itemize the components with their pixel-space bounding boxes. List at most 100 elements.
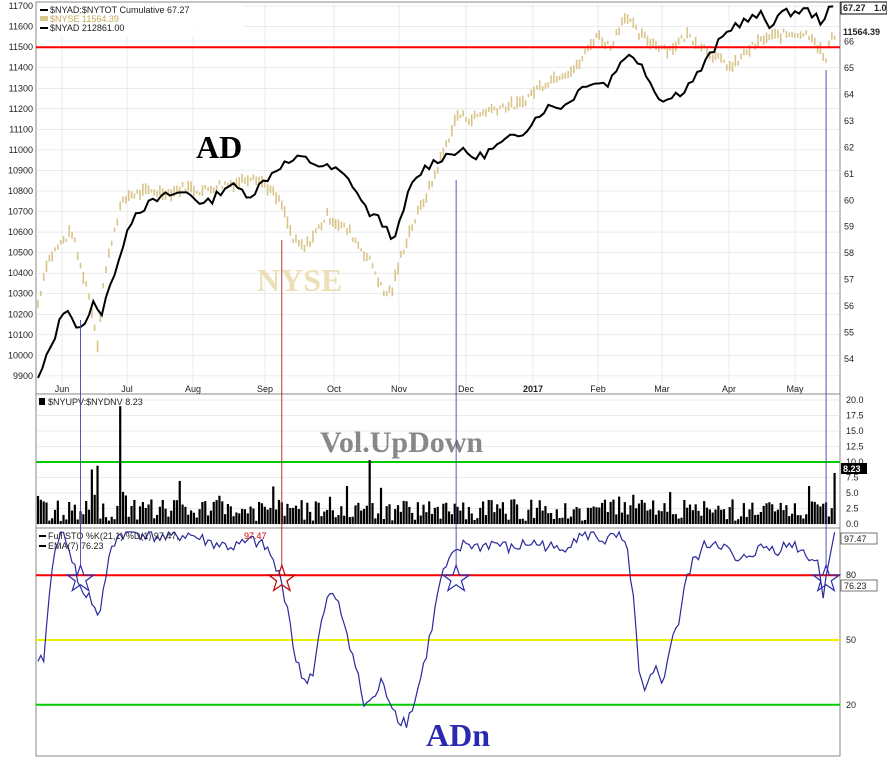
left-tick-label: 10000	[8, 350, 33, 360]
volume-bar	[623, 502, 626, 524]
volume-bar	[360, 510, 363, 524]
volume-bar	[396, 505, 400, 524]
volume-bar	[62, 514, 65, 524]
volume-bar	[141, 502, 144, 524]
volume-bar	[584, 519, 587, 524]
left-tick-label: 10200	[8, 309, 33, 319]
volume-bar	[635, 508, 638, 524]
x-tick-label: Sep	[257, 384, 273, 394]
volume-bar	[462, 502, 465, 524]
volume-bar	[300, 500, 303, 524]
volume-bar	[110, 516, 113, 524]
volume-bar	[430, 513, 434, 524]
volume-bar	[637, 503, 641, 524]
left-tick-label: 11300	[9, 83, 33, 93]
volume-bar	[172, 500, 176, 524]
volume-bar	[688, 504, 692, 524]
volume-bar	[464, 519, 468, 524]
volume-bar	[603, 499, 607, 524]
volume-bar	[595, 507, 598, 524]
volume-bar	[459, 510, 462, 524]
volume-bar	[56, 500, 59, 524]
volume-bar	[269, 507, 272, 524]
volume-bar	[147, 504, 150, 524]
left-tick-label: 11700	[9, 1, 33, 11]
volume-bar	[830, 508, 833, 524]
volume-bar	[195, 517, 198, 524]
volume-bar	[266, 509, 269, 524]
volume-bar	[589, 507, 592, 524]
volume-bar	[294, 505, 298, 524]
volume-bar	[674, 514, 677, 524]
volume-bar	[819, 506, 822, 524]
volume-bar	[796, 515, 799, 524]
volume-bar	[515, 504, 519, 524]
left-tick-label: 10300	[8, 289, 33, 299]
ad-last-value-box	[840, 1, 887, 15]
ema-legend: EMA(7) 76.23	[48, 541, 104, 551]
volume-bar	[572, 509, 575, 524]
volume-bar	[521, 518, 524, 524]
volume-bar	[42, 501, 45, 524]
stochastic-tick-label: 50	[846, 635, 856, 645]
volume-bar	[337, 515, 340, 524]
volume-bar	[408, 506, 411, 524]
volume-bar	[388, 504, 391, 524]
volume-bar	[51, 518, 54, 524]
volume-bar	[164, 508, 167, 524]
x-tick-label: Jun	[55, 384, 70, 394]
volume-bar	[283, 515, 286, 524]
star-marker	[811, 563, 842, 593]
x-tick-label: 2017	[523, 384, 543, 394]
volume-bar	[564, 503, 567, 524]
volume-bar	[456, 506, 459, 524]
volume-bar	[119, 406, 122, 524]
volume-bar	[680, 517, 683, 524]
volume-bar	[374, 518, 377, 524]
volume-bar	[235, 512, 238, 524]
volume-bar	[833, 472, 836, 524]
volume-bar	[65, 519, 68, 524]
volume-bar	[666, 511, 669, 524]
volume-bar	[773, 511, 777, 524]
volume-bar	[334, 517, 337, 524]
volume-bar	[102, 503, 105, 524]
volume-bar	[59, 520, 62, 524]
volume-bar	[827, 516, 831, 524]
volume-bar	[555, 509, 558, 524]
volume-bar	[39, 499, 42, 524]
volume-bar	[745, 516, 748, 524]
volume-bar	[550, 512, 553, 524]
volume-bar	[371, 503, 374, 524]
nyse-annotation: NYSE	[257, 262, 342, 298]
volume-bar	[484, 515, 488, 524]
volume-bar	[241, 508, 244, 524]
volume-bar	[413, 519, 417, 524]
volume-bar	[643, 502, 646, 524]
main-x-axis: Jun Jul Aug Sep Oct Nov Dec 2017 Feb Mar Apr May	[55, 384, 804, 394]
volume-bar	[739, 516, 743, 524]
volume-bar	[243, 509, 247, 524]
volume-bar	[507, 519, 510, 524]
legend-nyse: $NYSE 11564.39	[50, 14, 119, 24]
volume-bar	[725, 519, 728, 524]
volume-bar	[289, 508, 292, 524]
volume-bar	[711, 512, 714, 524]
star-marker	[65, 563, 96, 593]
volume-bar	[402, 500, 405, 524]
volume-bar	[221, 501, 224, 524]
volume-bar	[567, 518, 570, 524]
volume-bar	[150, 499, 153, 524]
x-tick-label: Aug	[185, 384, 201, 394]
volume-bar	[683, 499, 686, 524]
volume-bar	[788, 516, 791, 524]
volume-bar	[717, 505, 720, 524]
volume-bar	[70, 510, 74, 524]
nyse-last-value: 11564.39	[843, 27, 880, 37]
volume-bar	[249, 506, 252, 524]
volume-bar	[206, 515, 210, 524]
signal-vertical-lines	[80, 70, 827, 566]
volume-bar	[306, 502, 309, 524]
volume-bar	[754, 514, 757, 524]
volume-bar	[232, 516, 235, 524]
